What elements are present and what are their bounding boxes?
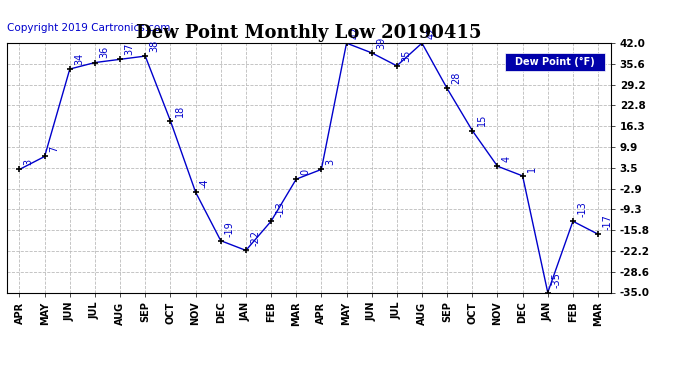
Text: 36: 36 [99,46,109,58]
Text: 42: 42 [426,27,436,39]
Text: 38: 38 [150,40,159,52]
Text: -13: -13 [577,201,587,217]
Text: 3: 3 [326,159,335,165]
Text: -4: -4 [199,178,210,188]
Text: 39: 39 [376,36,386,49]
Text: 1: 1 [526,166,537,172]
Text: -22: -22 [250,230,260,246]
Text: 4: 4 [502,156,511,162]
Text: 42: 42 [351,27,361,39]
Text: 0: 0 [300,169,310,175]
Text: 7: 7 [49,146,59,152]
Text: 28: 28 [451,72,462,84]
Text: 35: 35 [401,49,411,62]
Text: 34: 34 [74,53,84,65]
Text: Dew Point (°F): Dew Point (°F) [515,57,595,67]
Text: -17: -17 [602,214,612,230]
Text: -19: -19 [225,221,235,237]
Text: 37: 37 [124,43,135,55]
Text: 18: 18 [175,104,185,117]
Text: Copyright 2019 Cartronics.com: Copyright 2019 Cartronics.com [7,23,170,33]
Text: 15: 15 [477,114,486,126]
FancyBboxPatch shape [505,53,604,70]
Text: -35: -35 [552,273,562,288]
Text: -13: -13 [275,201,285,217]
Title: Dew Point Monthly Low 20190415: Dew Point Monthly Low 20190415 [136,24,482,42]
Text: 3: 3 [23,159,34,165]
